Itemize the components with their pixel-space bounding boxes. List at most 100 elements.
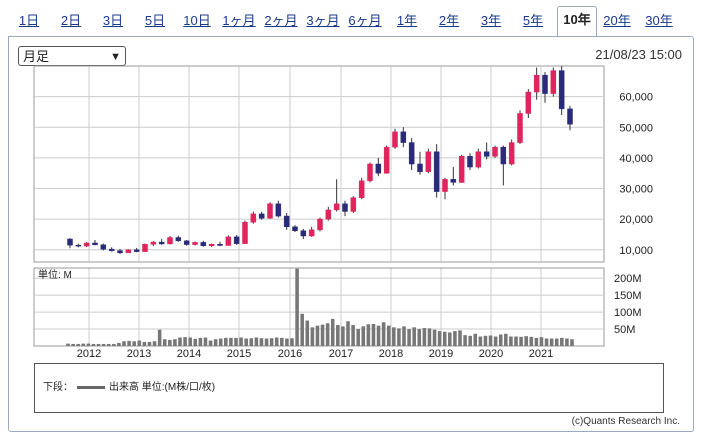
volume-bar — [147, 341, 152, 346]
volume-bar — [412, 327, 416, 346]
volume-bar — [381, 322, 386, 346]
volume-bar — [218, 338, 223, 346]
volume-tick-label: 50M — [614, 324, 635, 336]
volume-bar — [71, 343, 75, 346]
candle — [383, 146, 390, 174]
tab-15[interactable]: 30年 — [645, 13, 673, 28]
volume-bar — [290, 338, 294, 346]
tab-14[interactable]: 20年 — [603, 13, 631, 28]
volume-bar — [193, 338, 198, 346]
candle — [517, 113, 523, 143]
tab-9[interactable]: 1年 — [396, 13, 418, 28]
candle — [567, 108, 573, 125]
volume-bar — [534, 337, 539, 346]
volume-bar — [188, 337, 192, 346]
x-tick-label: 2021 — [529, 348, 553, 360]
candle — [492, 146, 498, 157]
tab-3[interactable]: 5日 — [144, 13, 166, 28]
volume-bar — [427, 328, 432, 346]
candle — [300, 230, 307, 237]
volume-bar — [178, 337, 182, 346]
x-tick-label: 2020 — [479, 348, 503, 360]
candle — [533, 74, 540, 93]
x-tick-label: 2013 — [127, 348, 151, 360]
x-tick-label: 2012 — [77, 348, 101, 360]
volume-bar — [244, 338, 248, 346]
candle — [175, 237, 182, 242]
candle — [125, 249, 132, 254]
volume-bar — [458, 330, 462, 346]
volume-bar — [336, 324, 340, 346]
candle — [483, 151, 490, 157]
tab-11[interactable]: 3年 — [480, 13, 502, 28]
volume-bar — [473, 333, 478, 346]
volume-bar — [544, 338, 549, 346]
volume-bar — [254, 337, 259, 346]
candle — [217, 243, 223, 246]
candle — [150, 241, 157, 245]
volume-bar — [183, 337, 187, 346]
volume-bar — [488, 335, 493, 346]
tab-6[interactable]: 2ヶ月 — [264, 13, 298, 28]
volume-bar — [356, 329, 360, 346]
price-tick-label: 60,000 — [619, 92, 653, 104]
period-select-value: 月足 — [23, 49, 50, 64]
volume-bar — [142, 341, 147, 346]
candle — [542, 74, 548, 94]
volume-unit-label: 単位: M — [38, 268, 72, 281]
volume-bar — [157, 329, 162, 346]
tab-0[interactable]: 1日 — [18, 13, 40, 28]
volume-bar — [509, 336, 513, 346]
candle — [367, 163, 373, 182]
price-tick-label: 40,000 — [619, 153, 653, 165]
volume-bar — [117, 342, 121, 346]
volume-bar — [483, 335, 488, 346]
candle — [317, 218, 323, 231]
candle — [100, 244, 107, 250]
volume-bar — [463, 335, 467, 346]
tab-4[interactable]: 10日 — [183, 13, 211, 28]
volume-bar — [295, 268, 299, 346]
tab-8[interactable]: 6ヶ月 — [348, 13, 382, 28]
x-tick-label: 2014 — [177, 348, 201, 360]
legend-text: 出来高 単位:(M株/口/枚) — [109, 382, 216, 393]
tab-2[interactable]: 3日 — [102, 13, 124, 28]
candle — [158, 241, 165, 245]
tab-13[interactable]: 10年 — [557, 6, 597, 37]
candle — [283, 215, 290, 228]
volume-bar — [397, 328, 401, 346]
candle — [167, 237, 173, 245]
volume-bar — [371, 323, 376, 346]
volume-bar — [437, 331, 442, 346]
volume-bar — [493, 336, 498, 346]
legend-row: 下段： 出来高 単位:(M株/口/枚) — [43, 378, 215, 393]
candle — [208, 243, 215, 247]
chart-datetime: 21/08/23 15:00 — [595, 47, 682, 62]
tab-1[interactable]: 2日 — [60, 13, 82, 28]
tab-7[interactable]: 3ヶ月 — [306, 13, 340, 28]
volume-tick-label: 100M — [614, 307, 642, 319]
candle — [375, 163, 382, 174]
candle — [233, 236, 240, 244]
tab-10[interactable]: 2年 — [438, 13, 460, 28]
tab-5[interactable]: 1ヶ月 — [222, 13, 256, 28]
volume-bar — [442, 331, 447, 346]
volume-bar — [162, 339, 167, 346]
candle — [117, 250, 123, 254]
volume-bar — [346, 321, 350, 346]
volume-bar — [249, 338, 254, 346]
volume-bar — [91, 343, 96, 346]
volume-bar — [351, 324, 355, 346]
x-tick-label: 2015 — [227, 348, 251, 360]
candle — [250, 213, 257, 223]
volume-bar — [122, 341, 126, 346]
volume-swatch — [77, 385, 105, 389]
volume-bar — [234, 337, 238, 346]
volume-bar — [264, 338, 269, 346]
volume-bar — [280, 337, 284, 346]
candle — [458, 156, 465, 183]
tab-12[interactable]: 5年 — [522, 13, 544, 28]
candle — [342, 203, 348, 212]
candle — [108, 248, 115, 251]
candle — [508, 142, 515, 165]
